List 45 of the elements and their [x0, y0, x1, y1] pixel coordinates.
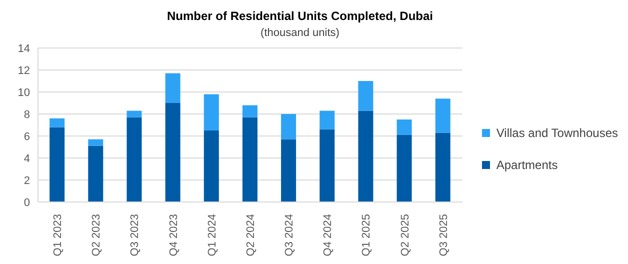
- y-tick-label: 8: [24, 108, 30, 121]
- x-tick-label: Q4 2023: [168, 214, 180, 256]
- x-tick-label: Q2 2024: [244, 214, 257, 256]
- bar: [242, 105, 258, 118]
- bar: [242, 117, 258, 202]
- x-tick-label: Q3 2024: [284, 214, 296, 256]
- x-tick-label: Q4 2024: [322, 214, 334, 256]
- bar: [165, 103, 180, 202]
- y-tick-label: 2: [24, 174, 30, 187]
- y-tick-label: 14: [18, 42, 30, 55]
- x-tick-label: Q2 2023: [90, 214, 103, 256]
- legend-label: Apartments: [496, 158, 558, 172]
- chart-subtitle: (thousand units): [260, 27, 340, 39]
- x-tick-label: Q1 2024: [206, 214, 218, 256]
- x-tick-label: Q2 2025: [399, 214, 412, 256]
- x-tick-label: Q1 2025: [360, 214, 373, 256]
- bar: [358, 110, 374, 202]
- y-tick-label: 0: [24, 196, 30, 209]
- bar: [165, 73, 180, 103]
- bar: [281, 139, 296, 202]
- bar: [435, 98, 450, 133]
- bar: [126, 110, 142, 118]
- bar: [320, 129, 335, 202]
- y-tick-label: 12: [18, 64, 30, 77]
- bar: [88, 139, 104, 146]
- bar: [50, 118, 65, 128]
- bar: [358, 81, 374, 111]
- bar: [88, 146, 104, 202]
- y-tick-label: 10: [18, 86, 30, 99]
- y-tick-label: 4: [24, 152, 30, 165]
- bar: [50, 127, 65, 202]
- legend-label: Villas and Townhouses: [496, 126, 618, 140]
- x-tick-label: Q3 2023: [129, 214, 142, 256]
- bar: [435, 132, 450, 202]
- x-tick-label: Q1 2023: [52, 214, 64, 256]
- bar: [281, 114, 296, 140]
- bar: [396, 120, 412, 135]
- bar: [204, 94, 219, 130]
- chart-title: Number of Residential Units Completed, Dubai: [166, 9, 434, 23]
- x-tick-label: Q3 2025: [438, 214, 450, 256]
- y-tick-label: 6: [24, 130, 30, 143]
- bar: [126, 117, 142, 202]
- bar: [320, 110, 335, 130]
- bar: [396, 134, 412, 202]
- bar: [204, 130, 219, 202]
